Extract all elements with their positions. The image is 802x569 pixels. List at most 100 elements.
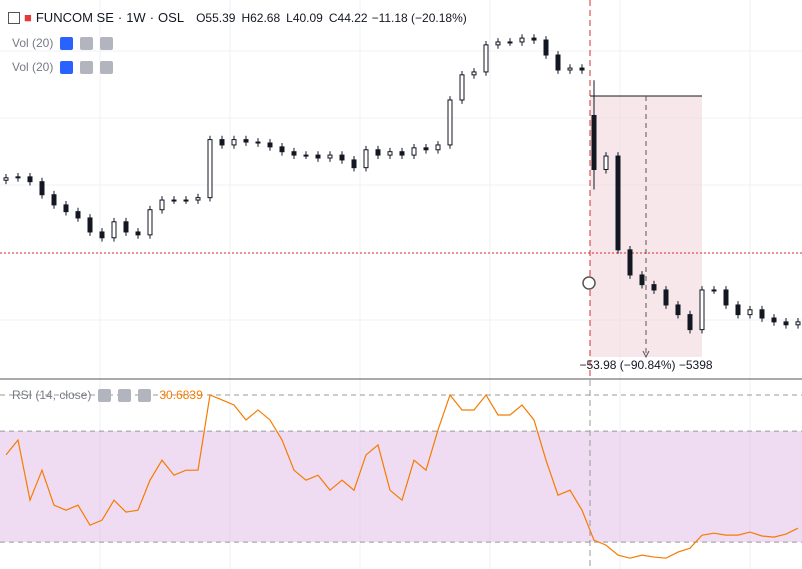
candle-body [711,289,717,292]
rsi-legend[interactable]: RSI (14, close) 30.6839 [12,388,203,402]
candle-body [171,199,177,202]
candle-body [207,139,213,199]
candle-body [483,44,489,73]
candle-body [423,147,429,151]
ohlc-label: C [328,11,338,25]
candle-body [375,149,381,156]
ohlc-item: L40.09 [286,10,323,25]
measure-arrowhead [642,350,650,359]
candle-body [3,177,9,181]
candle-body [75,211,81,219]
hide-button[interactable] [60,36,74,50]
candle-body [531,37,537,41]
ohlc-label: H [241,11,251,25]
candle-body [567,67,573,71]
ohlc-item: H62.68 [241,10,280,25]
candle-body [759,309,765,319]
candle-body [63,204,69,213]
candle-body [543,39,549,56]
interval[interactable]: 1W [126,10,146,25]
candle-body [471,71,477,76]
candle-body [747,309,753,316]
candle-body [495,41,501,46]
ohlc-item: C44.22 [329,10,368,25]
change: −11.18 (−20.18%) [371,10,467,25]
candle-body [675,304,681,316]
candle-body [255,141,261,144]
settings-button[interactable] [118,388,132,402]
ohlc-value: 55.39 [205,11,236,25]
remove-button[interactable] [100,36,114,50]
candle-body [411,147,417,156]
candle-body [231,139,237,146]
volume-legend[interactable]: Vol (20) [12,60,114,74]
candle-body [387,151,393,156]
candle-body [195,197,201,201]
measure-label: −53.98 (−90.84%) −5398 [579,358,712,372]
candle-body [639,274,645,286]
candle-body [447,99,453,146]
candle-body [99,231,105,239]
collapse-button[interactable] [8,11,20,24]
ohlc-value: 40.09 [292,11,323,25]
candle-body [735,304,741,316]
symbol-icon: ■ [24,10,32,25]
candle-body [147,209,153,236]
ohlc-value: 62.68 [250,11,281,25]
separator: · [149,10,155,25]
rsi-line [5,393,799,559]
hide-button[interactable] [98,388,112,402]
candle-body [159,199,165,211]
candle-body [507,41,513,44]
ohlc-label: O [196,11,206,25]
candle-body [699,289,705,331]
ohlc-label: L [286,11,293,25]
candle-body [723,289,729,306]
remove-button[interactable] [100,60,114,74]
hide-button[interactable] [60,60,74,74]
candle-body [771,317,777,323]
candle-body [183,199,189,202]
candle-body [123,221,129,233]
candle-body [795,321,801,326]
candle-body [519,37,525,43]
rsi-band [0,431,802,543]
candle-body [627,249,633,276]
separator: · [117,10,123,25]
candle-body [615,155,621,251]
cursor [582,276,596,290]
settings-button[interactable] [80,60,94,74]
candle-body [39,181,45,196]
candle-body [135,231,141,236]
rsi-value: 30.6839 [159,388,203,402]
candle-body [435,144,441,151]
ohlc-item: O55.39 [196,10,235,25]
candle-body [15,176,21,179]
candle-body [339,154,345,161]
candle-body [687,314,693,331]
candle-body [243,139,249,143]
candle-body [267,142,273,148]
candle-body [363,149,369,169]
candle-body [27,176,33,183]
candle-body [327,154,333,159]
volume-legend[interactable]: Vol (20) [12,36,114,50]
candle-body [111,221,117,239]
indicator-name: Vol (20) [12,60,54,74]
symbol: FUNCOM SE [35,10,114,25]
remove-button[interactable] [138,388,152,402]
candle-body [603,155,609,170]
candle-body [87,217,93,233]
exchange: OSL [158,10,185,25]
ohlc-values: O55.39 H62.68 L40.09 C44.22 [196,10,368,25]
candle-body [291,151,297,156]
candle-body [399,151,405,156]
candle-body [303,154,309,157]
candle-body [219,139,225,146]
candle-body [279,146,285,153]
candle-body [51,194,57,206]
settings-button[interactable] [80,36,94,50]
candle-body [651,284,657,291]
